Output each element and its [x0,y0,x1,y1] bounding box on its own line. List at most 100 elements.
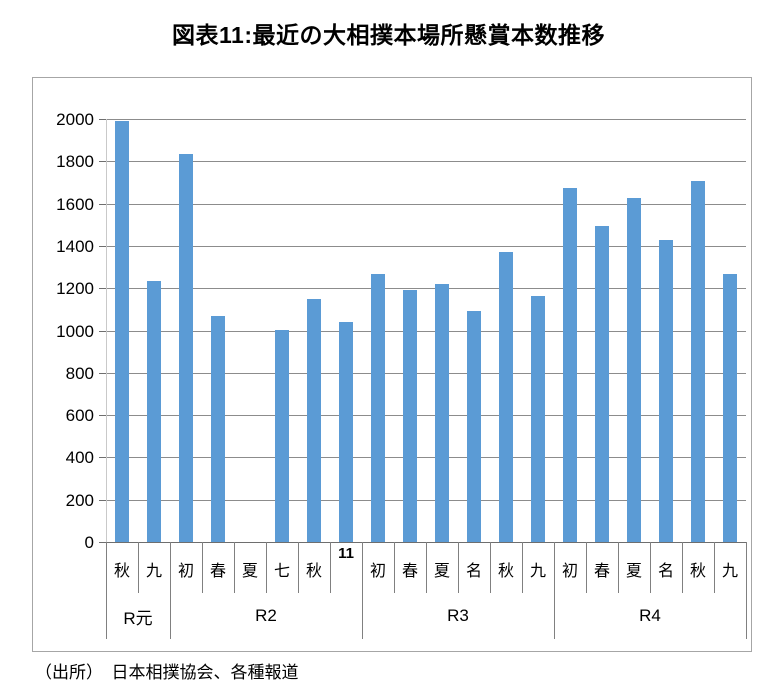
group-separator [362,542,363,639]
category-separator [522,542,523,593]
bar [339,322,353,542]
x-axis-label: 11 [338,545,354,562]
bar [115,121,129,542]
bar [723,274,737,542]
x-axis-label: 九 [721,562,738,580]
gridline [106,204,746,205]
gridline [106,373,746,374]
y-axis-tick [99,288,106,289]
category-separator [458,542,459,593]
x-axis-label: 九 [145,562,162,580]
x-axis-label: 春 [209,562,226,580]
x-axis-label: 七 [273,562,290,580]
bar [659,240,673,542]
x-axis-label: 夏 [241,562,258,580]
y-axis-tick [99,204,106,205]
y-axis-label: 1400 [56,237,94,256]
group-separator [554,542,555,639]
bar [147,281,161,542]
category-separator [714,542,715,593]
bar [371,274,385,542]
chart-area: 0 200 400 600 800 1000 1200 1400 1600 1800 2000 秋九初… [32,77,752,652]
x-axis-label: 初 [177,562,194,580]
x-axis-label: 春 [593,562,610,580]
gridline [106,119,746,120]
y-axis-tick [99,542,106,543]
y-axis-label: 1600 [56,195,94,214]
bar [499,252,513,542]
category-separator [426,542,427,593]
y-axis-label: 0 [84,533,94,552]
group-separator [106,542,107,639]
y-axis-label: 600 [65,406,94,425]
gridline [106,415,746,416]
bar [211,316,225,542]
chart-title: 図表11:最近の大相撲本場所懸賞本数推移 [172,22,605,48]
x-axis-label: 名 [657,562,674,580]
x-axis-label: 秋 [689,562,706,580]
y-axis-tick [99,331,106,332]
category-separator [394,542,395,593]
bar [275,330,289,542]
gridline [106,288,746,289]
y-axis-label: 800 [65,364,94,383]
bar [307,299,321,542]
gridline [106,331,746,332]
bar [179,154,193,542]
y-axis-tick [99,373,106,374]
gridline [106,500,746,501]
x-axis-label: 初 [369,562,386,580]
category-separator [266,542,267,593]
bar [435,284,449,542]
category-separator [682,542,683,593]
y-axis-label: 1800 [56,152,94,171]
group-separator [746,542,747,639]
x-axis-label: 秋 [113,562,130,580]
gridline [106,246,746,247]
y-axis-label: 200 [65,491,94,510]
gridline [106,457,746,458]
bar [531,296,545,542]
x-axis-label: 春 [401,562,418,580]
x-axis-label: 夏 [433,562,450,580]
x-axis-group-label: R元 [123,608,153,628]
x-axis-label: 名 [465,562,482,580]
x-axis-label: 初 [561,562,578,580]
y-axis-label: 400 [65,448,94,467]
x-axis-label: 九 [529,562,546,580]
source-note: （出所） 日本相撲協会、各種報道 [35,663,299,682]
category-separator [650,542,651,593]
y-axis-label: 1000 [56,322,94,341]
y-axis-label: 1200 [56,279,94,298]
x-axis-label: 秋 [497,562,514,580]
bar [627,198,641,542]
category-separator [618,542,619,593]
y-axis-tick [99,500,106,501]
category-separator [298,542,299,593]
x-axis-label: 夏 [625,562,642,580]
category-separator [330,542,331,593]
x-axis-label: 秋 [305,562,322,580]
y-axis-line [106,119,107,542]
y-axis-tick [99,161,106,162]
bar [563,188,577,542]
y-axis-label: 2000 [56,110,94,129]
group-separator [170,542,171,639]
x-axis-group-label: R4 [639,606,661,625]
category-separator [490,542,491,593]
y-axis-tick [99,415,106,416]
category-separator [202,542,203,593]
category-separator [234,542,235,593]
y-axis-tick [99,119,106,120]
bar [403,290,417,542]
y-axis-tick [99,457,106,458]
bar [691,181,705,542]
category-separator [138,542,139,593]
category-separator [586,542,587,593]
x-axis-group-label: R2 [255,606,277,625]
x-axis-group-label: R3 [447,606,469,625]
bar [467,311,481,542]
y-axis-tick [99,246,106,247]
gridline [106,161,746,162]
bar [595,226,609,542]
